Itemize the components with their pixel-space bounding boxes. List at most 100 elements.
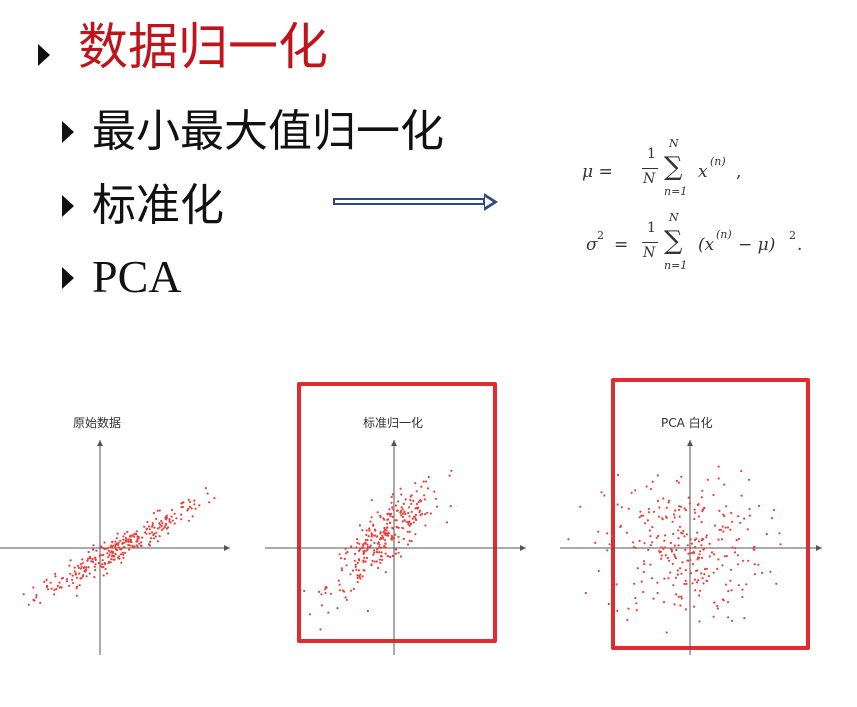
data-point xyxy=(736,563,740,566)
data-point xyxy=(689,572,693,575)
data-point xyxy=(692,550,695,554)
data-point xyxy=(171,508,174,512)
data-point xyxy=(119,553,122,556)
data-point xyxy=(375,550,378,553)
formula-var-sumtop: N xyxy=(669,211,679,224)
data-point xyxy=(424,480,428,483)
data-point xyxy=(656,591,659,595)
data-point xyxy=(406,520,409,524)
data-point xyxy=(357,569,360,572)
data-point xyxy=(412,499,415,503)
data-point xyxy=(152,511,155,515)
data-point xyxy=(145,528,148,531)
data-point xyxy=(726,601,730,604)
data-point xyxy=(684,548,687,552)
data-point xyxy=(723,515,726,518)
data-point xyxy=(641,514,645,517)
data-point xyxy=(107,560,111,563)
data-point xyxy=(706,579,709,583)
data-point xyxy=(100,554,103,557)
data-point xyxy=(720,538,724,541)
data-point xyxy=(182,501,185,504)
data-point xyxy=(630,491,633,494)
data-point xyxy=(649,535,652,538)
data-point xyxy=(94,563,97,566)
data-point xyxy=(433,490,436,493)
data-point xyxy=(415,502,419,506)
data-point xyxy=(757,504,761,508)
scatter-plot-2 xyxy=(560,440,822,655)
data-point xyxy=(361,529,364,532)
data-point xyxy=(370,516,373,519)
data-point xyxy=(340,557,343,560)
data-point xyxy=(399,555,403,558)
data-point xyxy=(633,582,636,585)
formula-var-tail: − μ) xyxy=(738,235,776,255)
data-point xyxy=(88,555,91,558)
data-point xyxy=(358,542,361,546)
data-point xyxy=(400,509,403,513)
data-point xyxy=(361,575,364,578)
data-point xyxy=(130,541,133,544)
highlight-frame-pca xyxy=(611,378,810,650)
data-point xyxy=(685,582,688,586)
data-point xyxy=(35,596,38,599)
data-point xyxy=(741,588,744,591)
scatter-plot-0 xyxy=(0,440,230,655)
data-point xyxy=(102,566,105,569)
data-point xyxy=(690,542,694,545)
data-point xyxy=(424,513,427,516)
data-point xyxy=(606,532,609,535)
data-point xyxy=(370,539,373,542)
data-point xyxy=(381,558,384,562)
data-point xyxy=(672,584,675,587)
data-point xyxy=(655,536,658,539)
data-point xyxy=(156,527,159,530)
data-point xyxy=(160,519,163,523)
data-point xyxy=(671,520,674,523)
data-point xyxy=(54,572,57,576)
data-point xyxy=(449,505,452,508)
data-point xyxy=(429,512,432,515)
data-point xyxy=(384,539,387,542)
data-point xyxy=(65,578,68,581)
formula-var-den: N xyxy=(643,245,656,261)
data-point xyxy=(691,563,695,566)
data-point xyxy=(668,559,671,562)
data-point xyxy=(136,539,139,543)
data-point xyxy=(35,594,38,597)
data-point xyxy=(397,526,400,529)
data-point xyxy=(375,535,378,538)
data-point xyxy=(135,544,138,547)
formula-mean-sumtop: N xyxy=(669,137,679,150)
data-point xyxy=(434,497,437,500)
data-point xyxy=(87,557,90,560)
data-point xyxy=(358,549,361,553)
data-point xyxy=(651,541,654,544)
data-point xyxy=(116,556,120,559)
data-point xyxy=(741,595,744,599)
data-point xyxy=(170,515,173,518)
data-point xyxy=(148,528,151,531)
data-point xyxy=(635,609,638,612)
data-point xyxy=(707,575,711,578)
data-point xyxy=(677,595,680,599)
data-point xyxy=(53,593,56,596)
data-point xyxy=(597,569,600,573)
data-point xyxy=(32,586,35,589)
data-point xyxy=(377,541,380,544)
data-point xyxy=(165,522,168,526)
data-point xyxy=(169,521,172,524)
data-point xyxy=(103,541,106,544)
data-point xyxy=(81,558,84,561)
data-point xyxy=(187,519,190,522)
data-point xyxy=(100,545,103,548)
data-point xyxy=(91,558,94,561)
data-point xyxy=(691,582,694,585)
data-point xyxy=(363,542,366,545)
data-point xyxy=(145,532,148,535)
data-point xyxy=(770,517,774,520)
data-point xyxy=(407,511,410,515)
data-point xyxy=(373,541,376,545)
data-point xyxy=(666,556,669,560)
